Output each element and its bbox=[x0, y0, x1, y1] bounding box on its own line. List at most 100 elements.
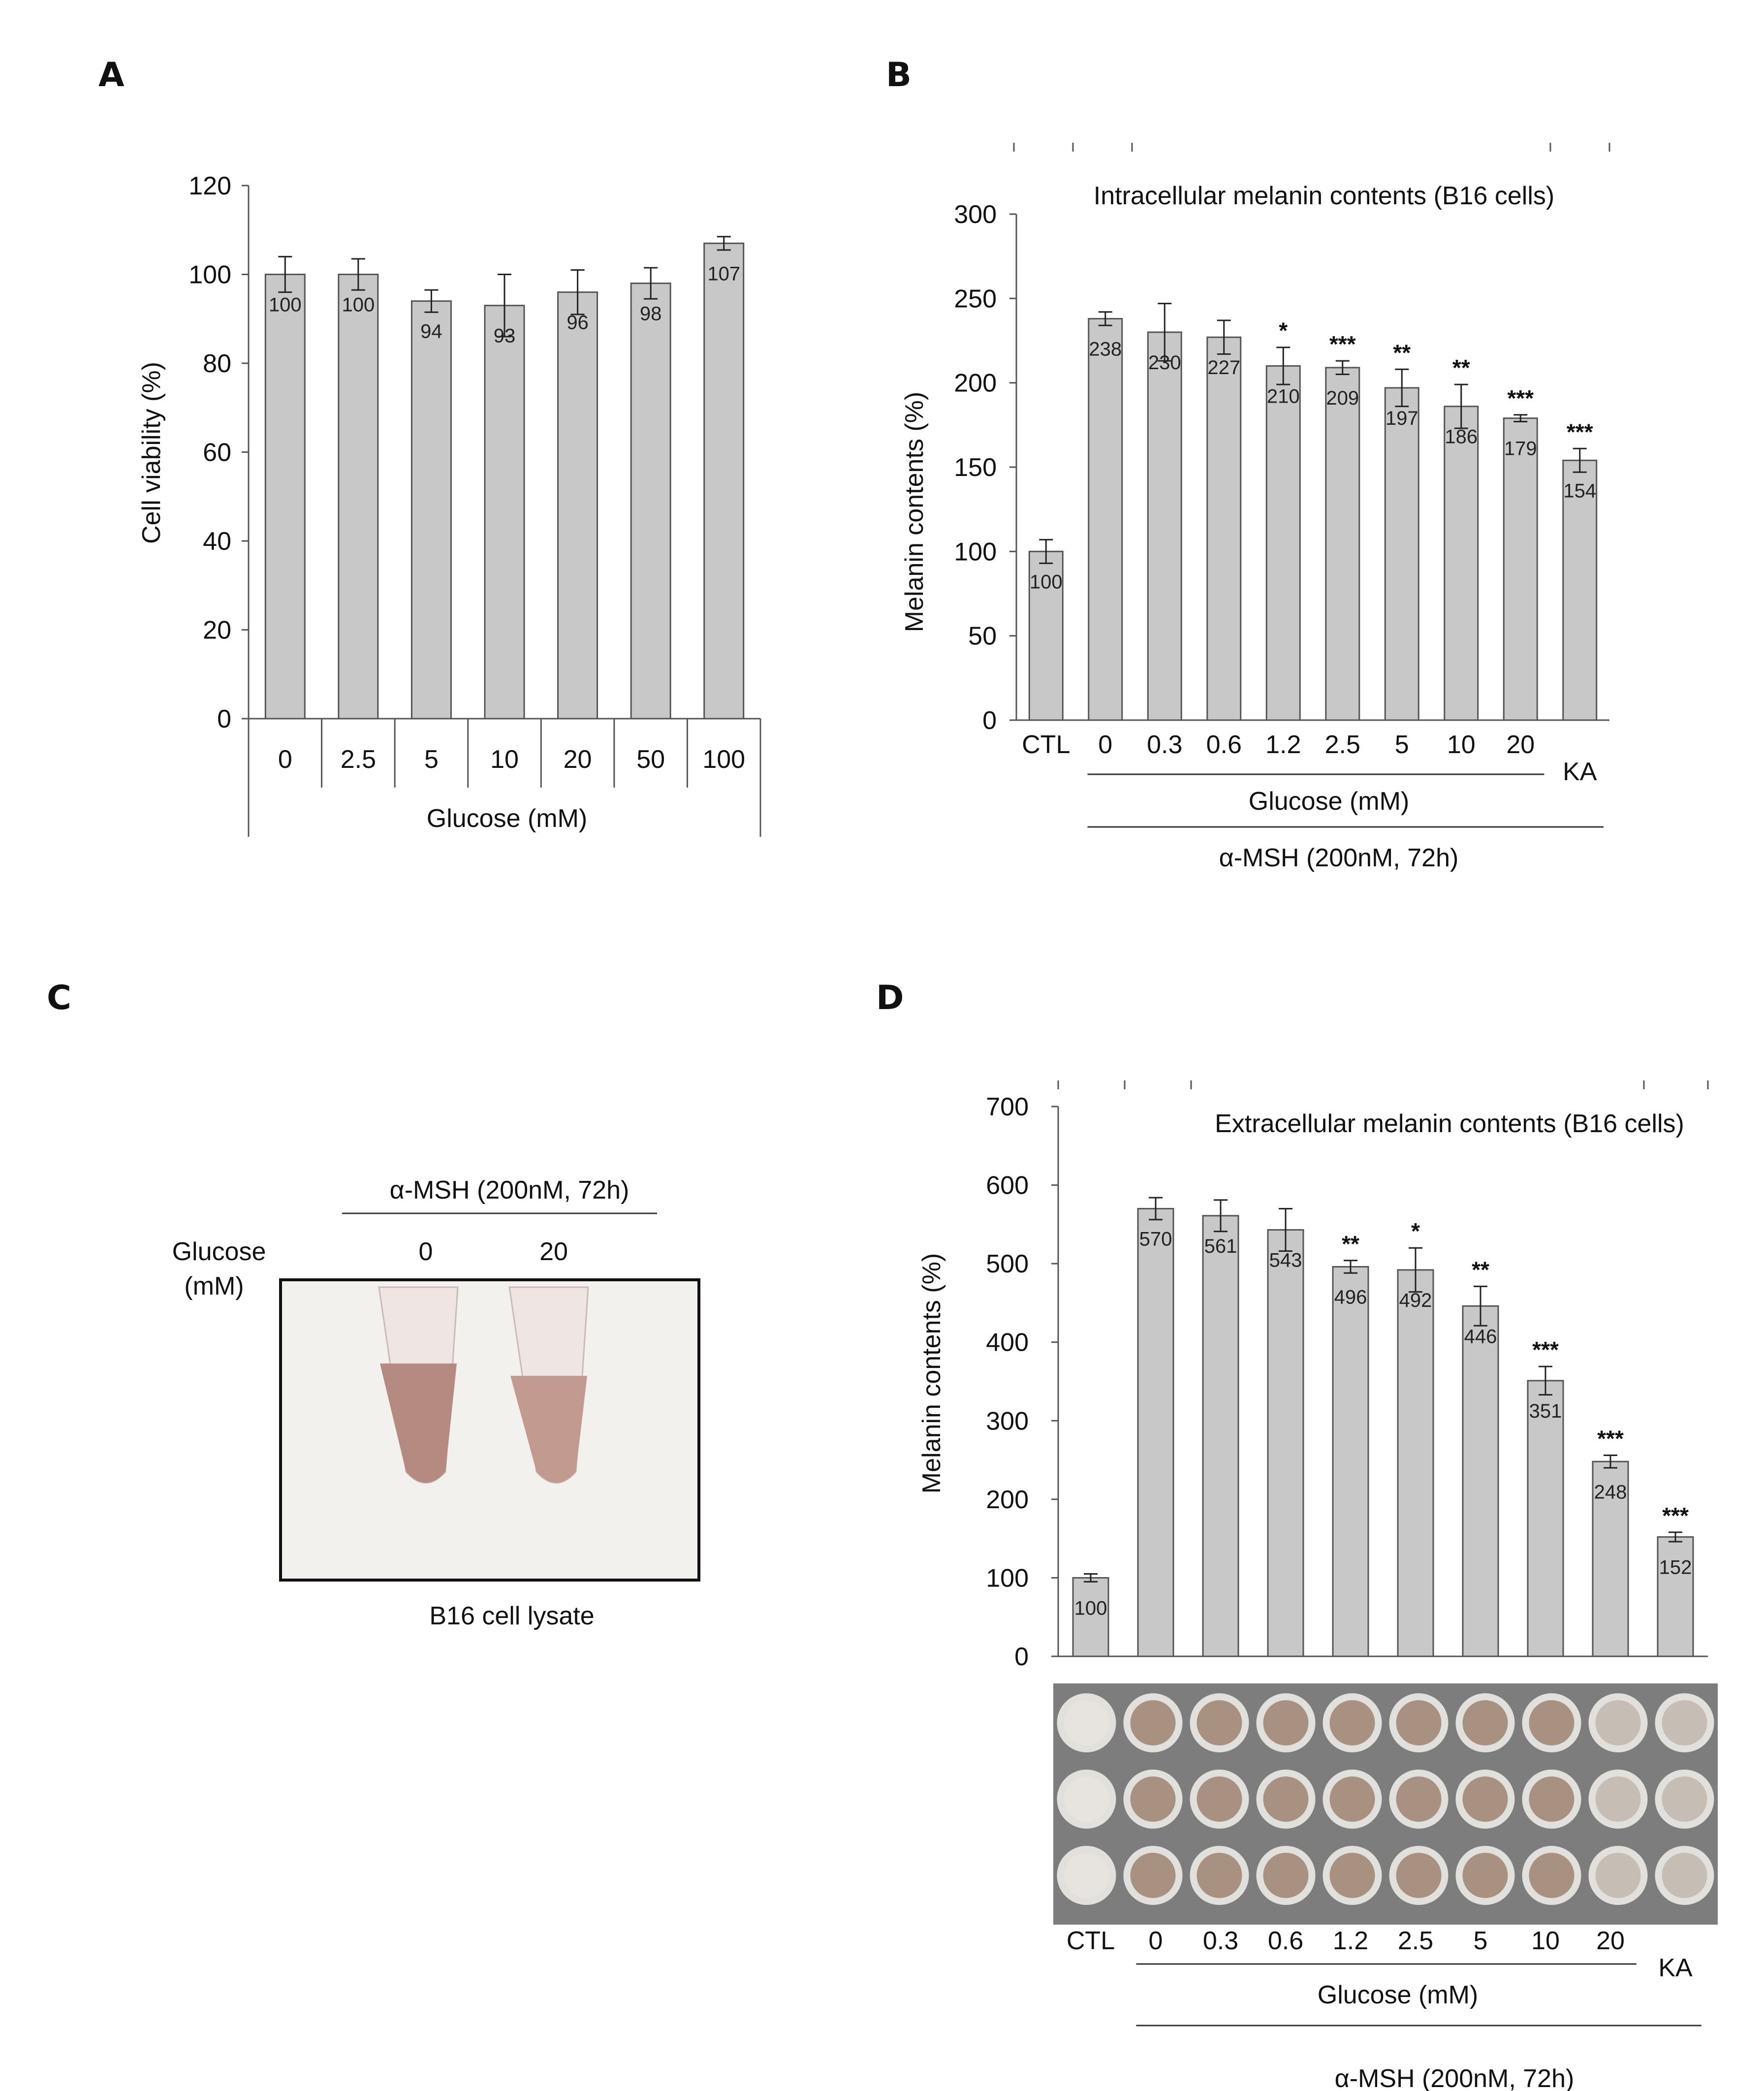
plate-well bbox=[1662, 1776, 1707, 1822]
data-label: 230 bbox=[1148, 352, 1181, 374]
plate-well bbox=[1197, 1776, 1242, 1822]
bar bbox=[264, 274, 306, 720]
bar bbox=[1397, 1269, 1434, 1657]
bar bbox=[338, 274, 379, 720]
data-label: 100 bbox=[1074, 1597, 1107, 1619]
y-tick-label: 80 bbox=[203, 349, 231, 378]
plate-well bbox=[1329, 1700, 1375, 1745]
plate-well bbox=[1462, 1700, 1508, 1745]
significance-mark: *** bbox=[1329, 331, 1356, 357]
x-category-label: 1.2 bbox=[1265, 730, 1301, 759]
panel-c-condition-0: 0 bbox=[419, 1237, 433, 1266]
data-label: 186 bbox=[1445, 426, 1478, 448]
y-tick-label: 150 bbox=[954, 453, 997, 482]
chart-a: Cell viability (%) Glucose (mM) 0 20 40 60 8… bbox=[137, 172, 761, 837]
x-category-label: 2.5 bbox=[1398, 1927, 1433, 1955]
plate-well bbox=[1529, 1776, 1575, 1822]
plate-well bbox=[1529, 1700, 1575, 1745]
bar bbox=[1503, 417, 1538, 721]
y-tick-label: 20 bbox=[203, 616, 231, 645]
plate-well bbox=[1662, 1700, 1707, 1745]
data-label: 152 bbox=[1659, 1556, 1692, 1578]
chart-d-title: Extracellular melanin contents (B16 cell… bbox=[1215, 1109, 1684, 1138]
data-label: 100 bbox=[342, 294, 375, 316]
data-label: 492 bbox=[1399, 1290, 1432, 1311]
significance-mark: * bbox=[1279, 318, 1288, 344]
plate-well bbox=[1263, 1853, 1309, 1898]
x-category-label: 1.2 bbox=[1333, 1927, 1368, 1955]
plate-well bbox=[1662, 1853, 1707, 1898]
tube-right bbox=[508, 1286, 589, 1484]
x-category-label: KA bbox=[1658, 1954, 1693, 1982]
y-tick-label: 0 bbox=[982, 706, 997, 735]
chart-b-group-label: Glucose (mM) bbox=[1249, 787, 1409, 816]
x-category-label: KA bbox=[1563, 758, 1597, 786]
bar bbox=[630, 283, 671, 720]
y-tick-label: 40 bbox=[203, 527, 231, 556]
panel-label-a: A bbox=[98, 56, 125, 95]
x-category-label: 10 bbox=[490, 745, 519, 774]
data-label: 197 bbox=[1386, 408, 1418, 429]
x-category-label: 50 bbox=[636, 745, 665, 774]
x-category-label: CTL bbox=[1067, 1927, 1115, 1955]
panel-c-treatment: α-MSH (200nM, 72h) bbox=[390, 1176, 630, 1204]
data-label: 496 bbox=[1334, 1287, 1367, 1308]
significance-mark: * bbox=[1411, 1218, 1420, 1244]
bar bbox=[1332, 1266, 1369, 1657]
data-label: 210 bbox=[1267, 385, 1300, 407]
data-label: 96 bbox=[567, 312, 589, 334]
data-label: 98 bbox=[640, 303, 662, 325]
bar bbox=[1072, 1577, 1109, 1657]
chart-b-title: Intracellular melanin contents (B16 cell… bbox=[1094, 182, 1554, 210]
bar bbox=[410, 300, 452, 720]
plate-well bbox=[1329, 1776, 1375, 1822]
x-category-label: 10 bbox=[1531, 1927, 1560, 1955]
data-label: 154 bbox=[1563, 480, 1596, 502]
plate-well bbox=[1396, 1853, 1442, 1898]
significance-mark: ** bbox=[1452, 355, 1470, 380]
plate-well bbox=[1263, 1776, 1309, 1822]
panel-c-row-label-2: (mM) bbox=[184, 1272, 244, 1300]
y-tick-label: 300 bbox=[954, 200, 997, 229]
plate-well bbox=[1462, 1853, 1508, 1898]
x-category-label: 0.3 bbox=[1203, 1927, 1238, 1955]
y-tick-label: 0 bbox=[217, 705, 231, 733]
x-category-label: 5 bbox=[1474, 1927, 1488, 1955]
bar bbox=[1206, 336, 1242, 721]
panel-c: α-MSH (200nM, 72h) Glucose (mM) 0 20 B16… bbox=[172, 1176, 700, 1630]
bar bbox=[1462, 1305, 1499, 1657]
data-label: 179 bbox=[1504, 438, 1537, 460]
panel-c-row-label-1: Glucose bbox=[172, 1237, 266, 1266]
y-tick-label: 300 bbox=[986, 1407, 1029, 1435]
chart-b-ylabel: Melanin contents (%) bbox=[900, 392, 929, 632]
x-category-label: 0 bbox=[278, 745, 292, 774]
x-category-label: 20 bbox=[1596, 1927, 1625, 1955]
chart-a-xlabel: Glucose (mM) bbox=[427, 804, 587, 833]
chart-d-treatment-label: α-MSH (200nM, 72h) bbox=[1335, 2064, 1575, 2091]
significance-mark: *** bbox=[1532, 1337, 1559, 1362]
significance-mark: ** bbox=[1472, 1257, 1489, 1282]
bar bbox=[1592, 1460, 1629, 1657]
x-category-label: 0.6 bbox=[1206, 730, 1242, 759]
data-label: 107 bbox=[707, 263, 740, 285]
x-category-label: 5 bbox=[1395, 730, 1409, 759]
plate-well bbox=[1595, 1853, 1641, 1898]
significance-mark: *** bbox=[1567, 419, 1593, 444]
y-tick-label: 120 bbox=[189, 172, 231, 200]
significance-mark: *** bbox=[1507, 385, 1534, 411]
plate-well bbox=[1263, 1700, 1309, 1745]
bar bbox=[1265, 365, 1301, 721]
bar bbox=[1202, 1215, 1239, 1657]
y-tick-label: 60 bbox=[203, 439, 231, 467]
plate-well bbox=[1462, 1776, 1508, 1822]
chart-d-group-label: Glucose (mM) bbox=[1318, 1981, 1478, 2009]
plate-well bbox=[1595, 1776, 1641, 1822]
bar bbox=[1267, 1229, 1304, 1657]
x-category-label: 20 bbox=[564, 745, 592, 774]
y-tick-label: 100 bbox=[189, 261, 231, 289]
plate-well bbox=[1197, 1700, 1242, 1745]
significance-mark: *** bbox=[1662, 1503, 1689, 1528]
plate-well bbox=[1064, 1700, 1109, 1745]
significance-mark: ** bbox=[1393, 340, 1411, 365]
